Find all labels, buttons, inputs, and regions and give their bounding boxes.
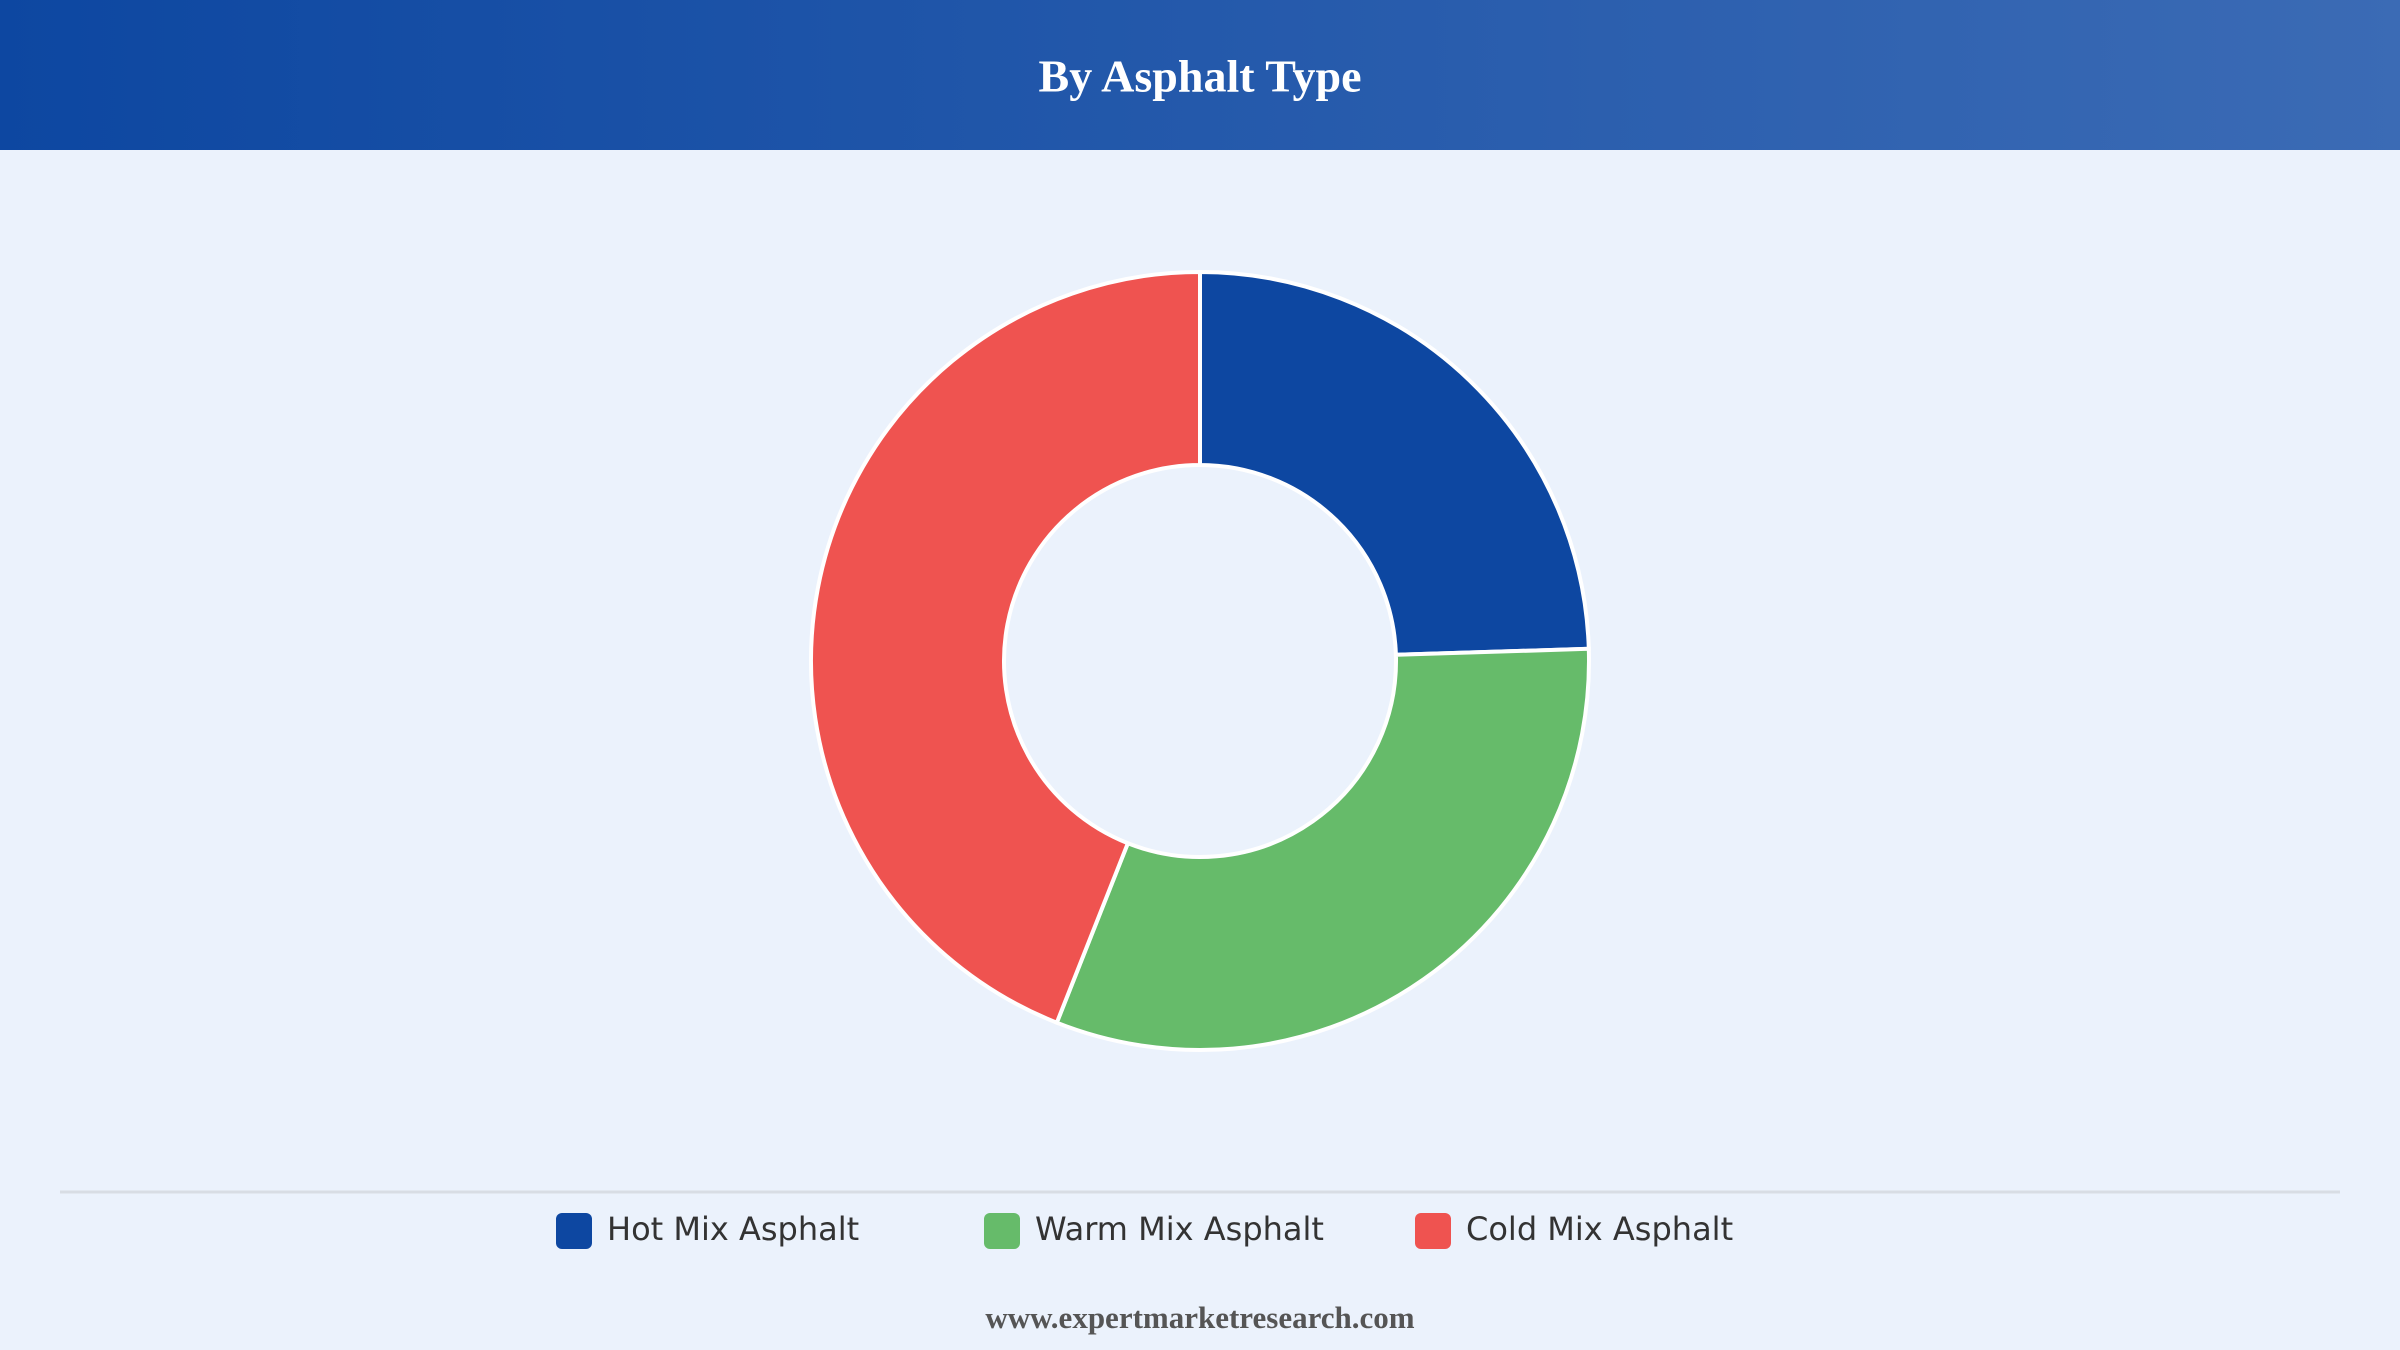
chart-title: By Asphalt Type [1039,51,1362,102]
source: www.expertmarketresearch.com [985,1300,1414,1335]
donut-slice [1054,646,1591,1052]
legend-swatch [1415,1213,1451,1249]
legend-label: Hot Mix Asphalt [607,1210,859,1248]
donut-slice [809,269,1202,1026]
legend-swatch [984,1213,1020,1249]
legend-label: Warm Mix Asphalt [1035,1210,1324,1248]
donut-slice [1198,269,1591,657]
legend-swatch [556,1213,592,1249]
header-bar [0,0,2400,150]
legend-label: Cold Mix Asphalt [1466,1210,1733,1248]
